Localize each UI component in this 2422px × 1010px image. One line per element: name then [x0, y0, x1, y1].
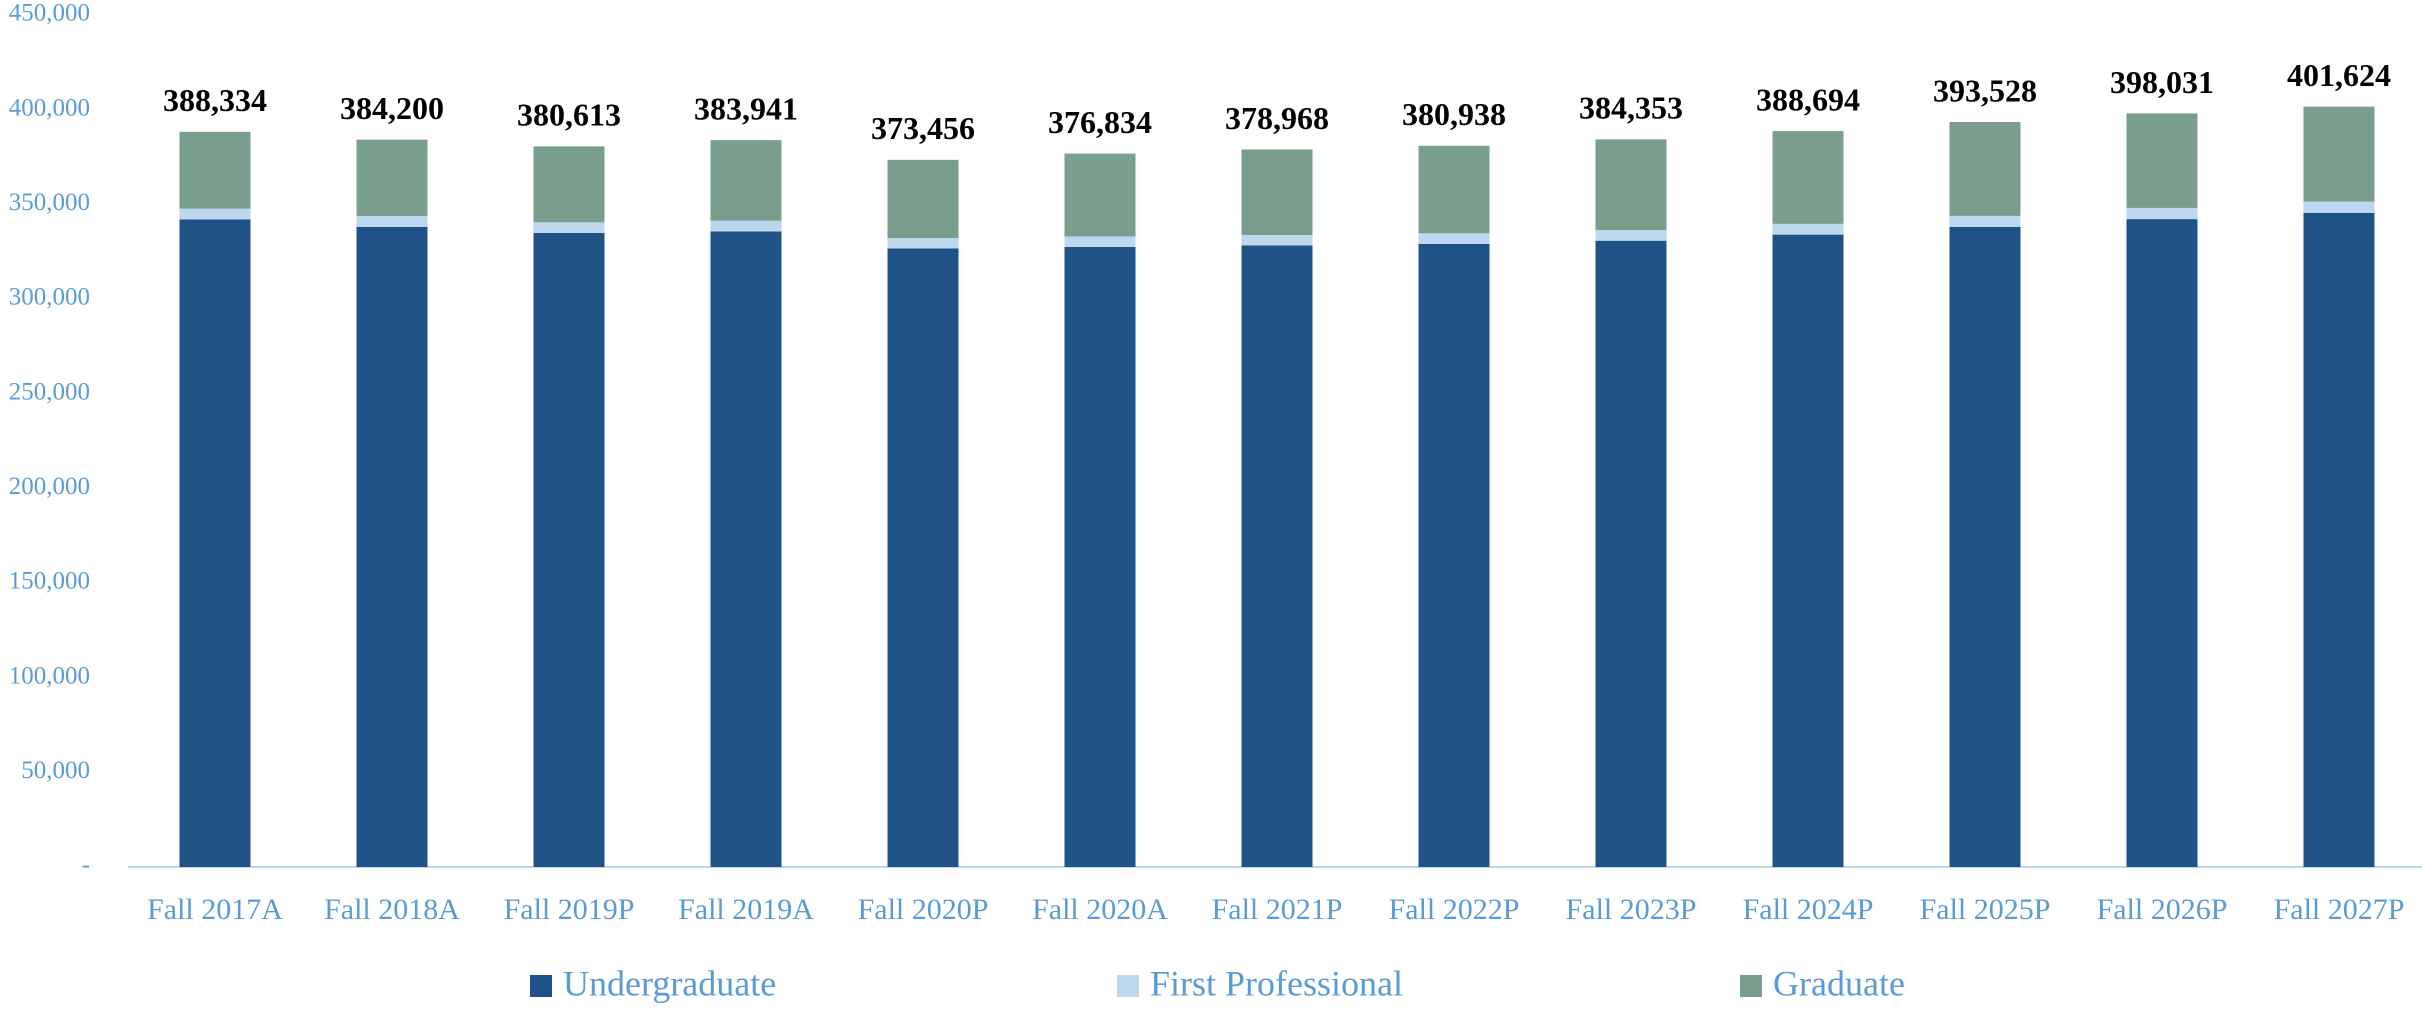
- bar-segment: [356, 216, 428, 227]
- x-tick-label: Fall 2024P: [1743, 893, 1874, 926]
- legend-label: Graduate: [1773, 963, 1905, 1003]
- total-label: 393,528: [1933, 72, 2037, 108]
- x-tick-label: Fall 2018A: [324, 893, 460, 926]
- bar-segment: [1949, 121, 2021, 216]
- bar-segment: [1949, 215, 2021, 227]
- x-tick-label: Fall 2025P: [1920, 893, 2051, 926]
- total-label: 373,456: [871, 110, 975, 146]
- bar-segment: [1418, 233, 1490, 244]
- bar-segment: [1064, 236, 1136, 247]
- y-tick-label: 450,000: [9, 0, 90, 27]
- bar-segment: [887, 248, 959, 867]
- x-tick-label: Fall 2021P: [1212, 893, 1343, 926]
- total-label: 376,834: [1048, 104, 1152, 140]
- total-label: 384,200: [340, 90, 444, 126]
- bar-segment: [1595, 139, 1667, 231]
- total-label: 401,624: [2287, 57, 2391, 93]
- legend-swatch: [530, 975, 552, 997]
- bar-segment: [179, 131, 251, 209]
- y-tick-label: 350,000: [9, 189, 90, 216]
- bar-segment: [1241, 235, 1313, 246]
- bar-segment: [2126, 219, 2198, 868]
- y-tick-label: 300,000: [9, 284, 90, 311]
- bar-segment: [1595, 240, 1667, 868]
- bar-segment: [710, 140, 782, 221]
- bar-segment: [1595, 230, 1667, 241]
- y-tick-label: 50,000: [21, 757, 90, 784]
- x-tick-label: Fall 2019P: [504, 893, 635, 926]
- x-tick-label: Fall 2023P: [1566, 893, 1697, 926]
- bar-segment: [356, 139, 428, 217]
- total-label: 398,031: [2110, 64, 2214, 100]
- bar-segment: [1418, 243, 1490, 868]
- x-tick-label: Fall 2026P: [2097, 893, 2228, 926]
- legend-swatch: [1740, 975, 1762, 997]
- y-tick-label: 400,000: [9, 94, 90, 121]
- bar-segment: [1418, 145, 1490, 234]
- bar-segment: [2303, 201, 2375, 213]
- total-label: 380,613: [517, 97, 621, 133]
- legend-label: Undergraduate: [563, 963, 776, 1003]
- y-tick-label: 200,000: [9, 473, 90, 500]
- x-tick-label: Fall 2020A: [1032, 893, 1168, 926]
- bar-segment: [179, 208, 251, 220]
- x-tick-label: Fall 2017A: [147, 893, 283, 926]
- bar-segment: [1241, 245, 1313, 867]
- bar-segment: [710, 231, 782, 867]
- bar-segment: [533, 232, 605, 867]
- x-tick-label: Fall 2019A: [678, 893, 814, 926]
- x-tick-label: Fall 2020P: [858, 893, 989, 926]
- bar-segment: [887, 159, 959, 239]
- bar-segment: [179, 219, 251, 868]
- bar-segment: [1772, 131, 1844, 224]
- bar-segment: [356, 226, 428, 867]
- bar-segment: [1772, 234, 1844, 868]
- y-tick-label: 150,000: [9, 568, 90, 595]
- total-label: 380,938: [1402, 96, 1506, 132]
- legend-label: First Professional: [1150, 963, 1403, 1003]
- bar-segment: [1064, 246, 1136, 867]
- y-tick-label: -: [82, 852, 90, 879]
- bar-segment: [533, 146, 605, 223]
- bar-segment: [1772, 223, 1844, 235]
- bar-segment: [2303, 212, 2375, 867]
- bar-segment: [2126, 207, 2198, 220]
- total-label: 384,353: [1579, 90, 1683, 126]
- x-tick-label: Fall 2027P: [2274, 893, 2405, 926]
- total-label: 378,968: [1225, 100, 1329, 136]
- bar-segment: [1949, 226, 2021, 867]
- bar-segment: [1064, 153, 1136, 237]
- bar-segment: [710, 220, 782, 232]
- y-tick-label: 250,000: [9, 378, 90, 405]
- bar-segment: [2303, 106, 2375, 202]
- y-tick-label: 100,000: [9, 662, 90, 689]
- legend-swatch: [1117, 975, 1139, 997]
- bar-segment: [533, 222, 605, 233]
- x-tick-label: Fall 2022P: [1389, 893, 1520, 926]
- bar-segment: [887, 238, 959, 249]
- total-label: 388,694: [1756, 81, 1860, 117]
- bar-segment: [2126, 113, 2198, 208]
- bar-segment: [1241, 149, 1313, 236]
- total-label: 383,941: [694, 90, 798, 126]
- total-label: 388,334: [163, 82, 267, 118]
